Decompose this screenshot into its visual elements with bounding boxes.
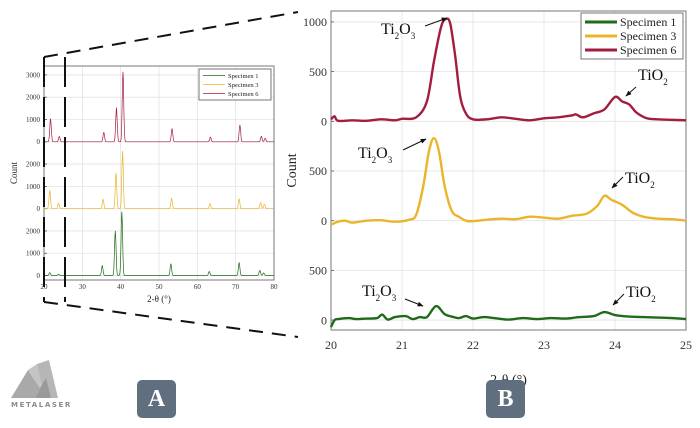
panel-a-chart: 2030405060708001000200030000100020000100… [9,65,279,304]
y-tick-label: 0 [37,205,41,213]
y-tick-label: 0 [37,138,41,146]
legend-label: Specimen 1 [620,15,676,29]
x-tick-label: 50 [156,283,164,291]
annotation-label: TiO2 [638,67,668,87]
x-tick-label: 30 [79,283,87,291]
metalaser-logo-mark [11,360,58,398]
annotation-label: TiO2 [626,284,656,304]
x-tick-label: 20 [325,338,337,352]
zoom-indicator [43,11,299,338]
series-line-specimen-1 [44,211,274,276]
x-tick-label: 60 [194,283,202,291]
annotation-subscript: 3 [388,155,393,165]
legend-label: Specimen 3 [620,29,676,43]
annotation-label: Ti2O3 [362,283,397,303]
series-line-specimen-1 [329,304,687,328]
y-tick-label: 2000 [26,161,41,169]
annotation-subscript: 2 [650,180,655,190]
annotation-subscript: 2 [372,155,377,165]
panel-a-badge: A [137,380,176,418]
legend-label: Specimen 3 [228,82,259,89]
x-tick-label: 80 [271,283,279,291]
annotation-label: Ti2O3 [358,145,393,165]
x-tick-label: 22 [467,338,479,352]
series-line-specimen-6 [330,17,687,123]
annotation-arrow [625,86,637,97]
legend-label: Specimen 6 [620,43,676,57]
annotation-text: Ti [358,145,372,162]
annotation-text: O [380,283,392,300]
annotation-subscript: 2 [663,77,668,87]
annotation-arrow [402,138,427,151]
series-line-specimen-6 [44,71,274,143]
plot-frame [43,65,275,281]
annotation-subscript: 2 [651,294,656,304]
y-tick-label: 0 [321,115,327,129]
y-tick-label: 500 [309,65,327,79]
y-tick-label: 0 [321,214,327,228]
annotation-text: Ti [381,21,395,38]
annotation-arrow [404,298,424,307]
annotation-label: TiO2 [625,170,655,190]
y-tick-label: 3000 [26,71,41,79]
y-tick-label: 1000 [26,116,41,124]
annotation-label: Ti2O3 [381,21,416,41]
annotation-subscript: 3 [411,31,416,41]
y-tick-label: 0 [321,313,327,327]
y-tick-label: 2000 [26,94,41,102]
y-axis-label: Count [9,162,19,185]
series-line-specimen-3 [330,137,687,226]
annotation-arrow [612,293,625,306]
annotation-text: TiO [625,170,650,187]
annotation-text: O [399,21,411,38]
metalaser-logo-text: METALASER [11,401,72,409]
x-tick-label: 21 [396,338,408,352]
y-tick-label: 1000 [26,183,41,191]
x-axis-label: 2-θ (°) [147,294,171,304]
zoom-line-bottom [43,301,299,338]
annotation-text: O [376,145,388,162]
annotation-arrow [424,17,448,27]
annotation-text: TiO [638,67,663,84]
annotation-arrow [611,176,624,189]
panel-b-badge: B [486,380,525,418]
x-tick-label: 23 [538,338,550,352]
y-tick-label: 500 [309,264,327,278]
annotation-subscript: 3 [392,293,397,303]
legend-label: Specimen 6 [228,91,259,98]
plot-frame [330,10,687,331]
series-line-specimen-3 [44,151,274,210]
annotation-subscript: 2 [395,31,400,41]
y-tick-label: 1000 [26,250,41,258]
legend-label: Specimen 1 [228,73,259,80]
y-tick-label: 0 [37,272,41,280]
zoom-line-top [43,11,299,58]
x-tick-label: 25 [680,338,692,352]
annotation-subscript: 2 [376,293,381,303]
x-tick-label: 70 [232,283,240,291]
y-axis-label: Count [285,153,300,187]
y-tick-label: 2000 [26,227,41,235]
annotation-text: TiO [626,284,651,301]
x-tick-label: 40 [117,283,125,291]
annotation-text: Ti [362,283,376,300]
y-tick-label: 500 [309,164,327,178]
y-tick-label: 1000 [303,15,327,29]
x-tick-label: 24 [609,338,621,352]
